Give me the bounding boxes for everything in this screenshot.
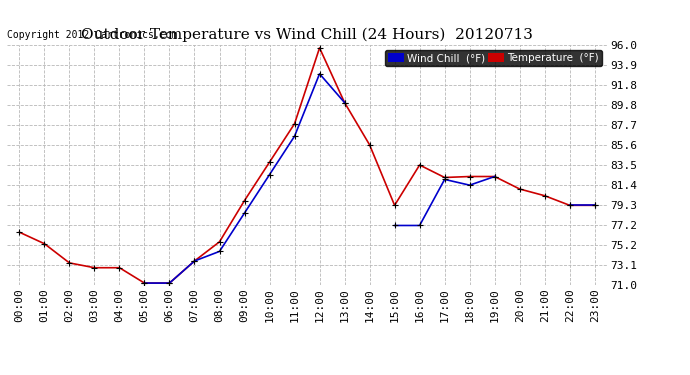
Legend: Wind Chill  (°F), Temperature  (°F): Wind Chill (°F), Temperature (°F) — [386, 50, 602, 66]
Text: Copyright 2012 Cartronics.com: Copyright 2012 Cartronics.com — [7, 30, 177, 40]
Title: Outdoor Temperature vs Wind Chill (24 Hours)  20120713: Outdoor Temperature vs Wind Chill (24 Ho… — [81, 28, 533, 42]
